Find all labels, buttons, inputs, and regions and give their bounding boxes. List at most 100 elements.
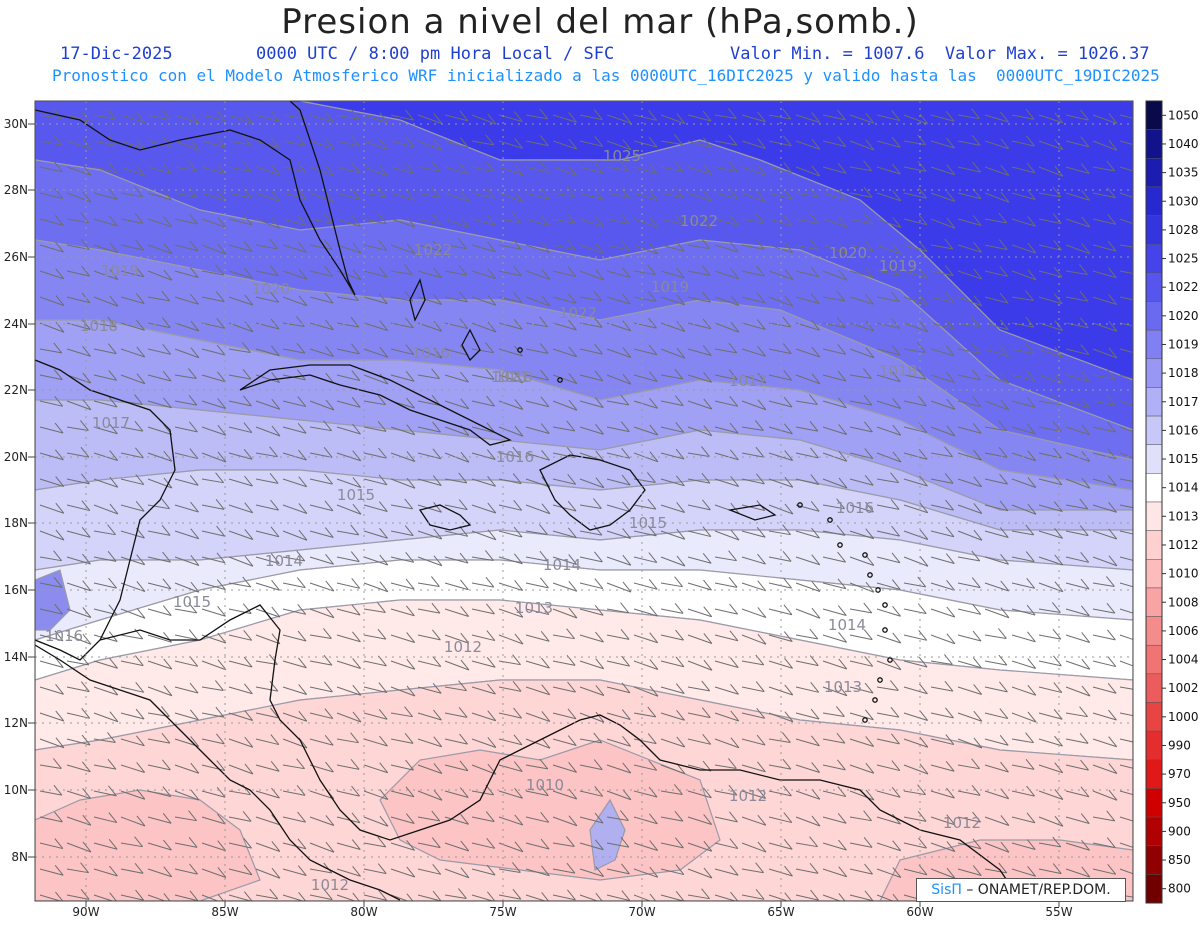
colorbar-swatch (1145, 243, 1163, 274)
isobar-label: 1013 (824, 678, 862, 696)
colorbar-label: 970 (1168, 767, 1191, 781)
colorbar-label: 1030 (1168, 194, 1199, 208)
forecast-description: Pronostico con el Modelo Atmosferico WRF… (52, 66, 1160, 85)
colorbar-label: 1040 (1168, 137, 1199, 151)
lat-label: 30N (4, 117, 28, 131)
coastlines (35, 101, 1021, 901)
isobar-label: 1020 (829, 244, 867, 262)
colorbar-swatch (1145, 415, 1163, 445)
lat-label: 10N (4, 783, 28, 797)
colorbar-label: 1014 (1168, 481, 1199, 495)
wind-barbs (39, 108, 1133, 901)
axis-labels: 30N 28N 26N 24N 22N 20N 18N 16N 14N 12N 10N 8N 90W 85… (4, 117, 1073, 919)
colorbar-swatch (1145, 358, 1163, 388)
colorbar-label: 1022 (1168, 280, 1199, 294)
colorbar-label: 990 (1168, 738, 1191, 752)
isobar-label: 1010 (526, 776, 564, 794)
colorbar-label: 800 (1168, 882, 1191, 896)
value-range: Valor Min. = 1007.6 Valor Max. = 1026.37 (730, 44, 1150, 64)
colorbar-swatch (1145, 530, 1163, 560)
colorbar-label: 1000 (1168, 710, 1199, 724)
lon-label: 55W (1045, 905, 1072, 919)
colorbar-swatch (1145, 129, 1163, 159)
sispi-logo: SisΠ (931, 882, 962, 898)
colorbar-swatch (1145, 673, 1163, 703)
lon-label: 65W (767, 905, 794, 919)
lat-label: 18N (4, 516, 28, 530)
colorbar-label: 1006 (1168, 624, 1199, 638)
lat-label: 20N (4, 450, 28, 464)
isobar-label: 1016 (412, 344, 450, 362)
isobar-label: 1022 (414, 241, 452, 259)
colorbar-swatch (1145, 329, 1163, 360)
lat-label: 8N (11, 850, 28, 864)
colorbar-label: 1002 (1168, 681, 1199, 695)
colorbar-swatch (1145, 186, 1163, 216)
isobar-label: 1013 (515, 599, 553, 617)
colorbar-swatch (1145, 874, 1163, 904)
lat-label: 26N (4, 250, 28, 264)
credit-text: – ONAMET/REP.DOM. (966, 882, 1111, 898)
colorbar-frame (1145, 100, 1163, 904)
lat-lon-grid (35, 101, 1133, 901)
colorbar: 1050 1040 1035 1030 1028 1025 1022 1020 1019 1018… (1145, 100, 1199, 904)
colorbar-label: 1028 (1168, 223, 1199, 237)
colorbar-label: 1015 (1168, 452, 1199, 466)
colorbar-label: 850 (1168, 853, 1191, 867)
colorbar-swatch (1145, 158, 1163, 188)
isobar-label: 1017 (92, 414, 130, 432)
isobar-label: 1016 (45, 627, 83, 645)
isobar-label: 1025 (603, 147, 641, 165)
colorbar-swatch (1145, 730, 1163, 761)
isobar-label: 1019 (651, 278, 689, 296)
colorbar-swatch (1145, 816, 1163, 846)
colorbar-label: 1050 (1168, 108, 1199, 122)
isobar-label: 1018 (80, 317, 118, 335)
colorbar-swatch (1145, 845, 1163, 875)
colorbar-swatch (1145, 272, 1163, 302)
colorbar-label: 950 (1168, 796, 1191, 810)
isobar-label: 1019 (879, 257, 917, 275)
isobar-label: 1020 (252, 280, 290, 298)
lat-label: 24N (4, 317, 28, 331)
colorbar-swatch (1145, 759, 1163, 789)
isobar-label: 1022 (559, 304, 597, 322)
lon-label: 85W (211, 905, 238, 919)
isobar-label: 1015 (629, 514, 667, 532)
lat-label: 12N (4, 716, 28, 730)
colorbar-label: 1017 (1168, 395, 1199, 409)
credit-box: SisΠ – ONAMET/REP.DOM. (916, 878, 1126, 902)
isobar-label: 1012 (943, 814, 981, 832)
isobar-label: 1018 (879, 362, 917, 380)
lon-label: 80W (350, 905, 377, 919)
colorbar-label: 1019 (1168, 337, 1199, 351)
lat-label: 14N (4, 650, 28, 664)
colorbar-swatch (1145, 616, 1163, 646)
isobar-label: 1015 (337, 486, 375, 504)
lat-label: 16N (4, 583, 28, 597)
colorbar-label: 1012 (1168, 538, 1199, 552)
pressure-shading (35, 101, 1133, 901)
lat-label: 22N (4, 383, 28, 397)
lon-label: 90W (72, 905, 99, 919)
isobar-label: 1019 (101, 262, 139, 280)
isobar-label: 1010 (495, 368, 533, 386)
colorbar-swatch (1145, 215, 1163, 245)
colorbar-label: 1013 (1168, 509, 1199, 523)
colorbar-swatch (1145, 501, 1163, 531)
colorbar-swatch (1145, 387, 1163, 417)
colorbar-swatch (1145, 587, 1163, 617)
isobar-label: 1012 (311, 876, 349, 894)
colorbar-swatch (1145, 444, 1163, 474)
isobar-label: 1012 (444, 638, 482, 656)
isobar-label: 1012 (729, 787, 767, 805)
isobar-label: 1014 (265, 552, 303, 570)
isobar-label: 1017 (729, 372, 767, 390)
colorbar-label: 1016 (1168, 423, 1199, 437)
valid-date: 17-Dic-2025 (60, 44, 173, 64)
isobar-label: 1014 (543, 556, 581, 574)
colorbar-label: 1008 (1168, 595, 1199, 609)
colorbar-swatch (1145, 644, 1163, 675)
colorbar-swatch (1145, 473, 1163, 503)
